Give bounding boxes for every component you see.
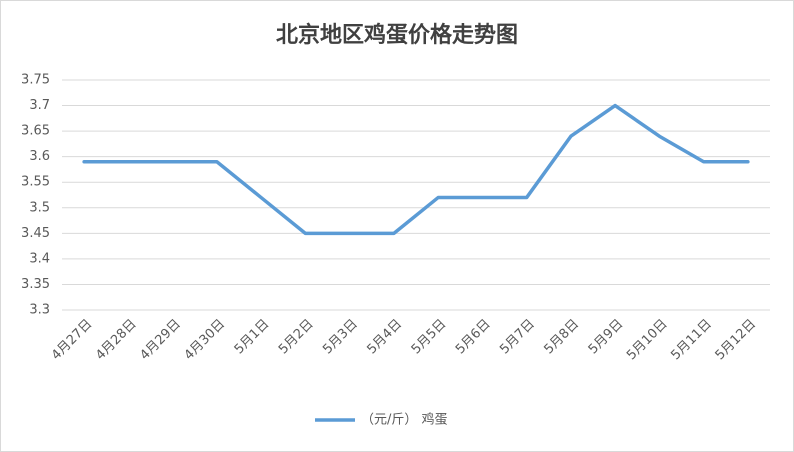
y-tick-label: 3.75 <box>21 73 50 88</box>
y-tick-label: 3.45 <box>21 226 50 241</box>
y-tick-label: 3.35 <box>21 277 50 292</box>
y-tick-label: 3.6 <box>29 149 50 164</box>
y-tick-label: 3.5 <box>29 200 50 215</box>
y-tick-label: 3.7 <box>29 98 50 113</box>
y-tick-label: 3.65 <box>21 124 50 139</box>
line-series <box>82 103 750 236</box>
chart-title: 北京地区鸡蛋价格走势图 <box>276 22 518 48</box>
y-tick-label: 3.4 <box>29 251 50 266</box>
legend-label: （元/斤） 鸡蛋 <box>361 412 448 428</box>
y-tick-label: 3.3 <box>29 303 50 318</box>
y-tick-label: 3.55 <box>21 175 50 190</box>
